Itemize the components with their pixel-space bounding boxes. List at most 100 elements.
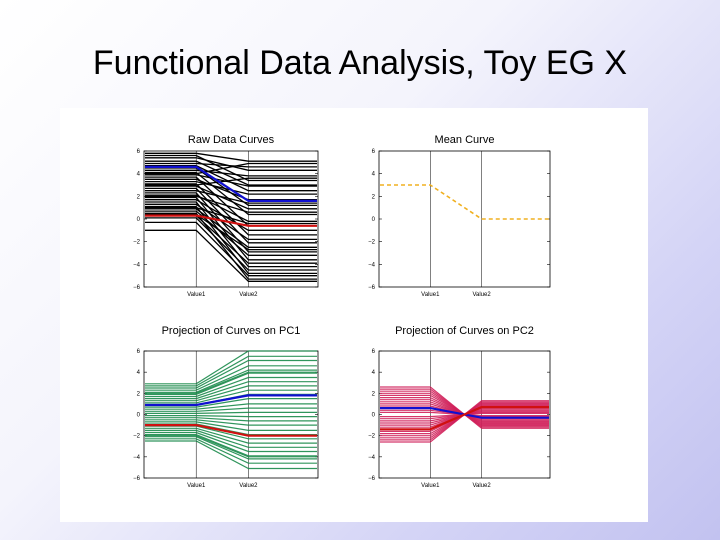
series-line (145, 208, 317, 248)
series-line (145, 180, 317, 195)
series-line (145, 372, 317, 395)
series-line (145, 381, 317, 400)
series-line (145, 403, 317, 410)
y-tick-label: −2 (368, 240, 376, 246)
chart-title: Mean Curve (435, 134, 495, 146)
series-line (145, 436, 317, 460)
series-line (145, 427, 317, 444)
series-line (145, 376, 317, 398)
series-line (145, 369, 317, 393)
series-line (145, 162, 317, 175)
series-line (145, 355, 317, 387)
y-tick-label: 0 (372, 217, 376, 223)
y-tick-label: 2 (372, 391, 376, 397)
series-line (145, 435, 317, 458)
series-line (145, 419, 317, 426)
series-line (145, 417, 317, 422)
series-line (145, 434, 317, 457)
series-line (145, 169, 317, 177)
y-tick-label: −6 (133, 285, 141, 291)
series-line (145, 421, 317, 431)
series-line (145, 221, 317, 277)
series-line (145, 174, 317, 187)
x-tick-label: Value2 (239, 483, 258, 489)
series-line (145, 385, 317, 402)
series-line (145, 177, 317, 186)
series-line (145, 407, 317, 412)
chart-title: Projection of Curves on PC1 (162, 325, 301, 337)
x-tick-label: Value1 (421, 483, 440, 489)
series-line (145, 359, 317, 389)
series-line (145, 212, 317, 280)
series-line (145, 438, 317, 464)
x-tick-label: Value2 (472, 292, 491, 298)
y-tick-label: 2 (372, 194, 376, 200)
series-line (145, 171, 317, 216)
highlight-line-red (145, 424, 317, 437)
series-line (145, 229, 317, 282)
series-line (145, 411, 317, 414)
series-line (145, 183, 317, 236)
figure-canvas: Raw Data Curves −6 −4 −2 0 2 4 6 Value1 Value2 Mea… (133, 134, 551, 489)
y-tick-label: −2 (133, 434, 141, 440)
chart-panel-raw: Raw Data Curves −6 −4 −2 0 2 4 6 Value1 Value2 (133, 134, 319, 298)
highlight-line-red (145, 214, 317, 227)
y-tick-label: 0 (137, 413, 141, 419)
y-tick-label: −4 (368, 455, 376, 461)
y-tick-label: −6 (368, 285, 376, 291)
plot-frame (378, 150, 551, 288)
series-line (145, 429, 317, 448)
series-line (145, 210, 317, 256)
x-tick-label: Value2 (239, 292, 258, 298)
y-tick-label: −6 (133, 476, 141, 482)
y-tick-label: 4 (137, 172, 141, 178)
y-tick-label: −6 (368, 476, 376, 482)
series-line (145, 431, 317, 453)
y-tick-label: 6 (372, 149, 376, 155)
series-line (145, 157, 317, 171)
series-line (145, 152, 317, 162)
y-tick-label: −4 (133, 455, 141, 461)
series-line (145, 165, 317, 192)
series-line (145, 350, 317, 385)
highlight-line-blue (145, 394, 317, 407)
highlight-line-blue (380, 407, 549, 419)
series-line (145, 365, 317, 391)
y-tick-label: −2 (133, 240, 141, 246)
chart-title: Raw Data Curves (188, 134, 275, 146)
chart-panel-mean: Mean Curve −6 −4 −2 0 2 4 6 Value1 Value2 (368, 134, 551, 298)
series-line (145, 389, 317, 404)
series-line (145, 194, 317, 222)
series-line (145, 190, 317, 204)
chart-panel-pc2: Projection of Curves on PC2 −6 −4 −2 0 2 4 6 Val… (368, 325, 551, 489)
y-tick-label: 0 (372, 413, 376, 419)
y-tick-label: −4 (368, 262, 376, 268)
y-tick-label: 6 (137, 149, 141, 155)
y-tick-label: 6 (372, 349, 376, 355)
series-line (145, 398, 317, 408)
series-line (145, 195, 317, 213)
x-tick-label: Value2 (472, 483, 491, 489)
series-line (145, 162, 317, 168)
y-tick-label: −2 (368, 434, 376, 440)
y-tick-label: 6 (137, 349, 141, 355)
series-line (145, 217, 317, 271)
series-line (145, 371, 317, 394)
y-tick-label: 4 (372, 370, 376, 376)
series-line (145, 203, 317, 241)
y-tick-label: 4 (372, 172, 376, 178)
y-tick-label: 2 (137, 391, 141, 397)
y-tick-label: −4 (133, 262, 141, 268)
highlight-line-blue (145, 165, 317, 203)
slide-title: Functional Data Analysis, Toy EG X (92, 44, 628, 82)
chart-title: Projection of Curves on PC2 (395, 325, 534, 337)
y-tick-label: 0 (137, 217, 141, 223)
x-tick-label: Value1 (187, 292, 206, 298)
x-tick-label: Value1 (187, 483, 206, 489)
figure: Raw Data Curves −6 −4 −2 0 2 4 6 Value1 Value2 Mea… (60, 108, 648, 522)
series-line (145, 415, 317, 418)
chart-panel-pc1: Projection of Curves on PC1 −6 −4 −2 0 2 4 6 Val… (133, 325, 319, 489)
y-tick-label: 4 (137, 370, 141, 376)
series-line (145, 207, 317, 225)
highlight-line-red (380, 406, 549, 431)
